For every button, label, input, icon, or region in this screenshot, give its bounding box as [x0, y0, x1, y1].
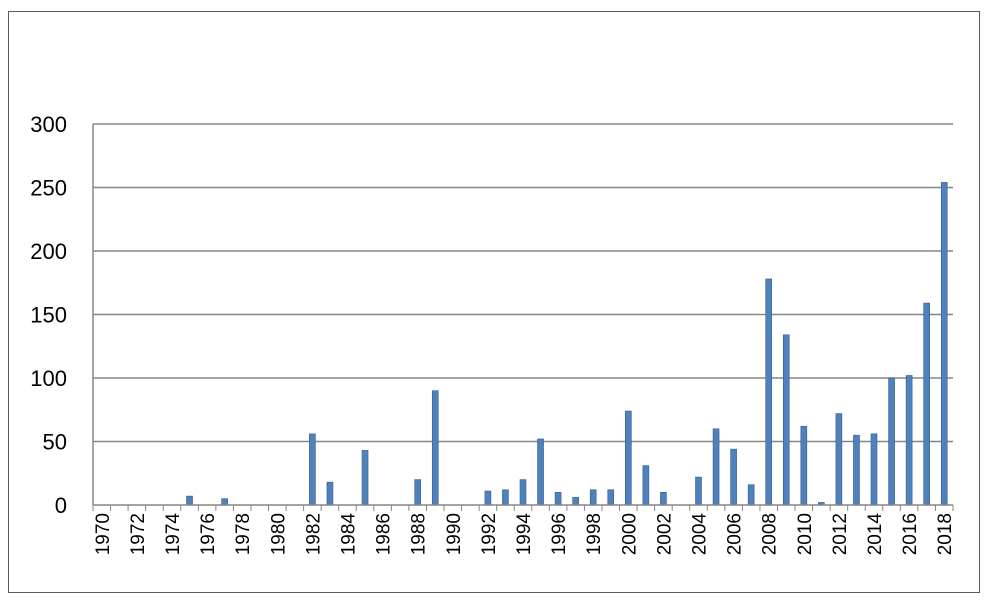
bar-2002 [660, 491, 667, 506]
x-tick-label: 1986 [374, 513, 395, 555]
chart-frame: 0 50 100 150 200 250 300 1970 1972 1974 1976 1978 1… [8, 11, 980, 593]
y-tick-label: 300 [30, 112, 67, 137]
x-tick-label: 1976 [198, 513, 219, 555]
bar-2018 [940, 182, 948, 506]
x-tick-label: 2008 [760, 513, 781, 555]
x-tick-label: 1972 [128, 513, 149, 555]
x-tick-label: 2018 [935, 513, 956, 555]
bar-1985 [361, 450, 369, 506]
bars [186, 182, 948, 506]
bar-2000 [625, 410, 632, 506]
x-tick-label: 1996 [549, 513, 570, 555]
bar-2017 [923, 302, 930, 506]
x-tick-label: 2010 [795, 513, 816, 555]
x-tick-label: 2016 [900, 513, 921, 555]
bar-1995 [537, 438, 544, 506]
x-tick-label: 2000 [619, 513, 640, 555]
bar-1992 [484, 490, 492, 506]
bar-2016 [905, 375, 913, 506]
bar-1989 [431, 390, 439, 506]
x-tick-label: 2004 [690, 513, 711, 556]
bar-1996 [554, 491, 562, 506]
bar-2012 [835, 413, 843, 506]
bar-2007 [747, 484, 755, 506]
bar-2006 [730, 448, 737, 506]
x-tick-label: 2014 [865, 513, 886, 556]
x-tick-label: 2006 [725, 513, 746, 555]
bar-1998 [589, 489, 597, 506]
bar-2008 [765, 278, 773, 506]
x-tick-label: 1988 [409, 513, 430, 555]
x-tick-label: 1970 [93, 513, 114, 555]
bar-2005 [712, 428, 720, 506]
x-tick-label: 2002 [654, 513, 675, 555]
y-tick-label: 100 [30, 366, 67, 391]
bar-2015 [888, 377, 895, 506]
bar-1994 [519, 479, 527, 506]
gridlines [93, 123, 953, 443]
x-tick-label: 1974 [163, 513, 184, 556]
x-tick-label: 1994 [514, 513, 535, 556]
y-tick-label: 50 [43, 430, 67, 455]
bar-2009 [782, 334, 790, 506]
x-tick-label: 1982 [303, 513, 324, 555]
x-tick-label: 1990 [444, 513, 465, 555]
bar-2001 [642, 465, 650, 506]
x-tick-label: 1984 [338, 513, 359, 556]
y-tick-label: 250 [30, 176, 67, 201]
y-tick-label: 200 [30, 239, 67, 264]
bar-1977 [221, 498, 228, 506]
bar-1997 [572, 497, 579, 506]
x-axis-tick-labels: 1970 1972 1974 1976 1978 1980 1982 1984 1986 1988… [93, 513, 956, 556]
bar-1975 [186, 495, 193, 506]
y-tick-label: 0 [55, 493, 67, 518]
bar-1999 [607, 489, 615, 506]
bar-1988 [414, 479, 421, 506]
x-tick-label: 2012 [830, 513, 851, 555]
bar-2013 [853, 434, 860, 506]
bar-2014 [870, 433, 878, 506]
bar-1982 [309, 433, 316, 506]
y-tick-label: 150 [30, 303, 67, 328]
axes [92, 124, 954, 511]
x-tick-label: 1980 [268, 513, 289, 555]
y-axis-tick-labels: 0 50 100 150 200 250 300 [30, 112, 67, 518]
x-tick-label: 1998 [584, 513, 605, 555]
bar-2010 [800, 425, 808, 506]
x-tick-label: 1978 [233, 513, 254, 555]
bar-1993 [502, 489, 509, 506]
bar-2004 [695, 476, 702, 506]
bar-1983 [326, 481, 334, 506]
x-tick-label: 1992 [479, 513, 500, 555]
